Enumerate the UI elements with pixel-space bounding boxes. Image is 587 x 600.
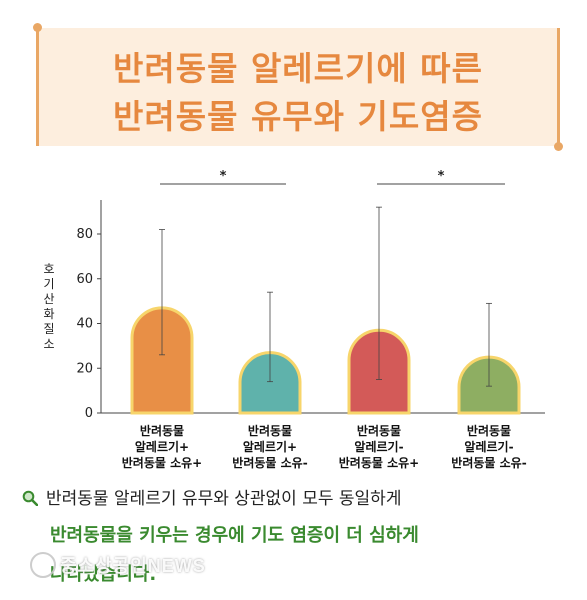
x-tick-label-line: 알레르기+ xyxy=(134,440,190,454)
bar-chart: 0 20 40 60 80 * * xyxy=(76,169,545,421)
caption-line1: 반려동물 알레르기 유무와 상관없이 모두 동일하게 xyxy=(22,484,401,509)
y-tick-label: 60 xyxy=(76,272,93,287)
banner-corner-dot xyxy=(33,23,42,32)
watermark: 중소상공인NEWS xyxy=(30,552,206,578)
caption-line3: 나타났습니다. xyxy=(50,564,157,585)
x-tick-label-line: 반려동물 소유+ xyxy=(338,456,420,470)
caption-line2: 반려동물을 키우는 경우에 기도 염증이 더 심하게 xyxy=(50,525,419,546)
bar-2 xyxy=(238,351,302,415)
banner-corner-dot xyxy=(554,142,563,151)
x-tick-label-line: 반려동물 xyxy=(356,424,402,438)
x-tick-label-line: 반려동물 소유+ xyxy=(121,456,203,470)
x-tick-label-line: 알레르기+ xyxy=(242,440,298,454)
x-tick-label-line: 반려동물 xyxy=(139,424,185,438)
chart-title-line2: 반려동물 유무와 기도염증 xyxy=(113,97,483,136)
x-tick-label-line: 반려동물 소유- xyxy=(232,456,308,470)
y-axis-label: 호기산화질소 xyxy=(43,262,55,351)
watermark-text: 중소상공인NEWS xyxy=(60,556,206,576)
y-tick-label: 40 xyxy=(76,317,93,332)
x-tick-label-line: 반려동물 소유- xyxy=(451,456,527,470)
y-tick-label: 0 xyxy=(85,406,93,421)
bar-1 xyxy=(130,306,194,415)
x-tick-label-line: 반려동물 xyxy=(247,424,293,438)
significance-label-2: * xyxy=(438,169,445,184)
caption-text-1: 반려동물 알레르기 유무와 상관없이 모두 동일하게 xyxy=(46,489,402,509)
title-banner: 반려동물 알레르기에 따른 반려동물 유무와 기도염증 xyxy=(33,23,563,151)
x-tick-label-line: 알레르기- xyxy=(354,440,404,454)
y-tick-label: 80 xyxy=(76,227,93,242)
x-tick-label-line: 반려동물 xyxy=(466,424,512,438)
significance-label-1: * xyxy=(220,169,227,184)
chart-title-line1: 반려동물 알레르기에 따른 xyxy=(113,49,483,88)
magnifier-icon xyxy=(22,490,39,507)
watermark-logo-icon xyxy=(30,552,56,578)
x-tick-label-line: 알레르기- xyxy=(464,440,514,454)
y-tick-label: 20 xyxy=(76,361,93,376)
